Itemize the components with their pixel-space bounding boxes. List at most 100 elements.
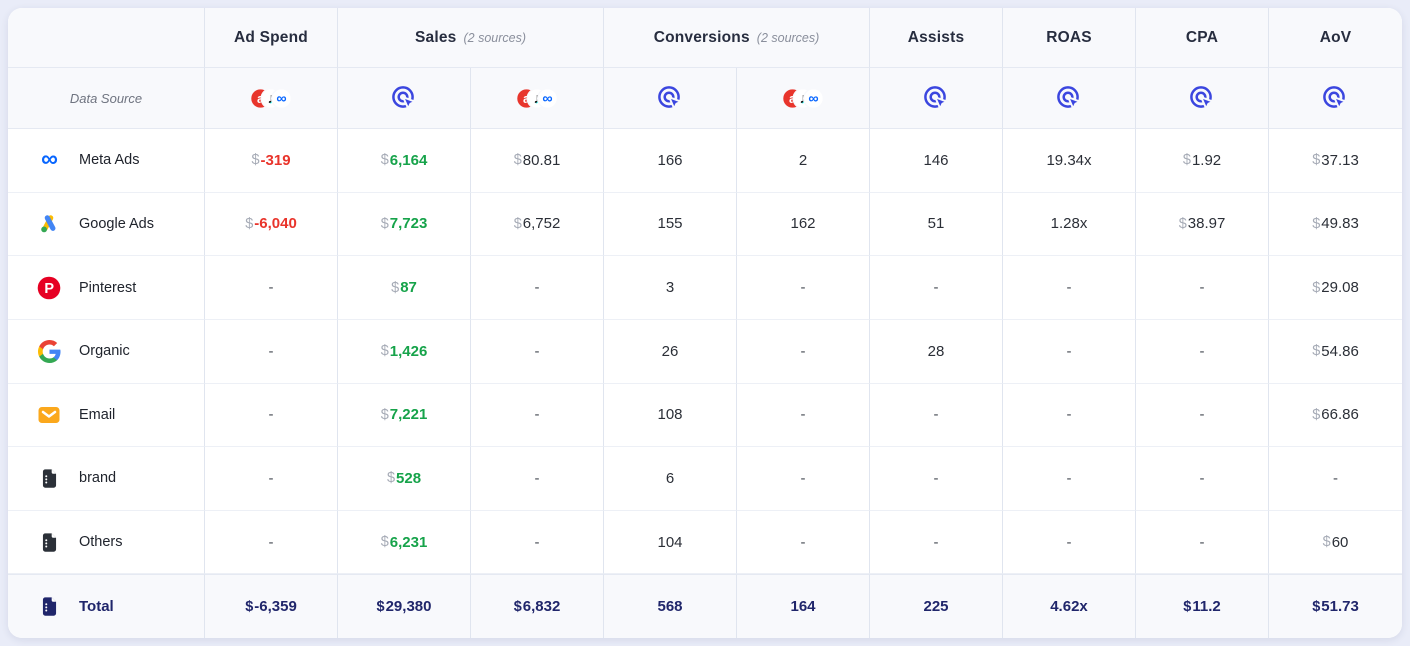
cell-value: 11.2 [1192,598,1221,616]
cell-conversions-platform-pinterest: - [737,256,870,320]
cell-cpa-google-ads: $38.97 [1136,192,1269,257]
cell-aov-brand: - [1269,447,1402,511]
cell-conversions-platform-organic: - [737,319,870,384]
cell-value: - [268,279,274,297]
currency-prefix: $ [1182,152,1191,169]
column-header-sub-label: (2 sources) [463,30,527,45]
cell-value: 146 [923,151,949,169]
cell-aov-pinterest: $29.08 [1269,256,1402,320]
cell-value: - [1199,469,1205,487]
currency-prefix: $ [1183,598,1192,615]
currency-prefix: $ [380,406,389,423]
cell-value: 162 [790,215,816,233]
cell-value: 6,231 [389,533,428,551]
cell-value: 3 [665,279,675,297]
cell-ad-spend-organic: - [205,319,338,384]
cell-sales-inapp-email: $7,221 [338,383,471,448]
svg-text:♪: ♪ [799,90,806,106]
currency-prefix: $ [386,470,396,487]
svg-text:∞: ∞ [808,90,818,106]
cell-value: - [1066,469,1072,487]
cell-value: - [1066,533,1072,551]
channel-name: Email [79,406,116,423]
cell-value: - [1066,406,1072,424]
column-header-label: Assists [907,28,965,46]
column-header-aov[interactable]: AoV [1269,8,1402,68]
column-header-roas[interactable]: ROAS [1003,8,1136,68]
channel-name: brand [79,470,117,487]
cell-sales-inapp-organic: $1,426 [338,319,471,384]
document-icon [34,467,64,490]
column-header-conversions[interactable]: Conversions (2 sources) [604,8,870,68]
cell-conversions-platform-email: - [737,383,870,448]
click-attribution-icon [1003,68,1136,129]
cell-assists-organic: 28 [870,319,1003,384]
channel-name: Google Ads [79,215,154,232]
column-header-label: AoV [1319,28,1352,46]
cell-cpa-email: - [1136,383,1269,448]
cell-value: - [268,469,274,487]
cell-cpa-meta-ads: $1.92 [1136,129,1269,193]
click-attribution-icon [1136,68,1269,129]
cell-value: - [268,342,274,360]
column-header-ad-spend[interactable]: Ad Spend [205,8,338,68]
svg-text:P: P [44,281,54,297]
cell-value: 60 [1331,533,1349,551]
currency-prefix: $ [245,598,254,615]
cell-value: - [800,469,806,487]
column-header-sales[interactable]: Sales (2 sources) [338,8,604,68]
svg-text:∞: ∞ [542,90,552,106]
cell-sales-inapp-brand: $528 [338,447,471,511]
channel-name: Meta Ads [79,152,140,169]
cell-value: 6,832 [522,598,561,616]
cell-sales-platform-pinterest: - [471,256,604,320]
cell-conversions-inapp-others: 104 [604,510,737,575]
channel-name: Pinterest [79,279,137,296]
cell-value: 4.62x [1050,598,1088,616]
cell-aov-meta-ads: $37.13 [1269,129,1402,193]
cell-ad-spend-others: - [205,510,338,575]
cell-value: 87 [400,279,417,297]
cell-assists-meta-ads: 146 [870,129,1003,193]
cell-ad-spend-meta-ads: $ -319 [205,129,338,193]
cell-value: 1,426 [389,342,428,360]
currency-prefix: $ [1322,534,1331,551]
cell-value: - [1199,533,1205,551]
cell-value: - [1199,406,1205,424]
column-header-label: Sales [414,28,457,46]
cell-ad-spend-total: $ -6,359 [205,574,338,638]
channel-name: Others [79,534,123,551]
cell-value: 1.92 [1191,151,1222,169]
channel-row-organic: Organic [8,319,205,384]
currency-prefix: $ [1312,279,1321,296]
currency-prefix: $ [376,598,385,615]
cell-cpa-organic: - [1136,319,1269,384]
cell-value: - [1066,279,1072,297]
channel-name: Total [79,598,114,616]
cell-conversions-platform-brand: - [737,447,870,511]
channel-row-pinterest: P Pinterest [8,256,205,320]
cell-value: 6,752 [522,215,561,233]
google-ads-icon [34,212,64,236]
cell-value: 225 [923,598,949,616]
cell-cpa-others: - [1136,510,1269,575]
column-header-label: ROAS [1046,28,1092,46]
meta-icon: ∞ [34,150,64,170]
currency-prefix: $ [391,279,400,296]
cell-value: - [534,469,540,487]
cell-roas-organic: - [1003,319,1136,384]
cell-sales-platform-brand: - [471,447,604,511]
cell-aov-others: $60 [1269,510,1402,575]
cell-value: 37.13 [1321,151,1359,169]
currency-prefix: $ [1312,598,1321,615]
column-header-cpa[interactable]: CPA [1136,8,1269,68]
cell-value: 66.86 [1321,406,1359,424]
cell-value: 528 [396,469,422,487]
cell-value: 26 [661,342,679,360]
svg-text:♪: ♪ [533,90,540,106]
svg-text:∞: ∞ [41,150,58,170]
currency-prefix: $ [380,152,389,169]
column-header-assists[interactable]: Assists [870,8,1003,68]
cell-cpa-brand: - [1136,447,1269,511]
cell-conversions-inapp-google-ads: 155 [604,192,737,257]
